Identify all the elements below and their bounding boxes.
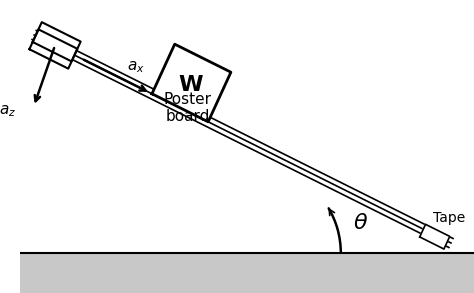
Text: Tape: Tape [433,211,465,225]
Text: θ: θ [354,213,367,233]
Text: $a_z$: $a_z$ [0,104,17,119]
Polygon shape [152,44,231,122]
Polygon shape [29,29,77,69]
Polygon shape [420,224,450,249]
Polygon shape [33,22,81,62]
Text: W: W [178,76,202,96]
Bar [20,253,474,293]
Text: Poster
board: Poster board [164,92,211,124]
Text: $a_x$: $a_x$ [128,59,145,75]
